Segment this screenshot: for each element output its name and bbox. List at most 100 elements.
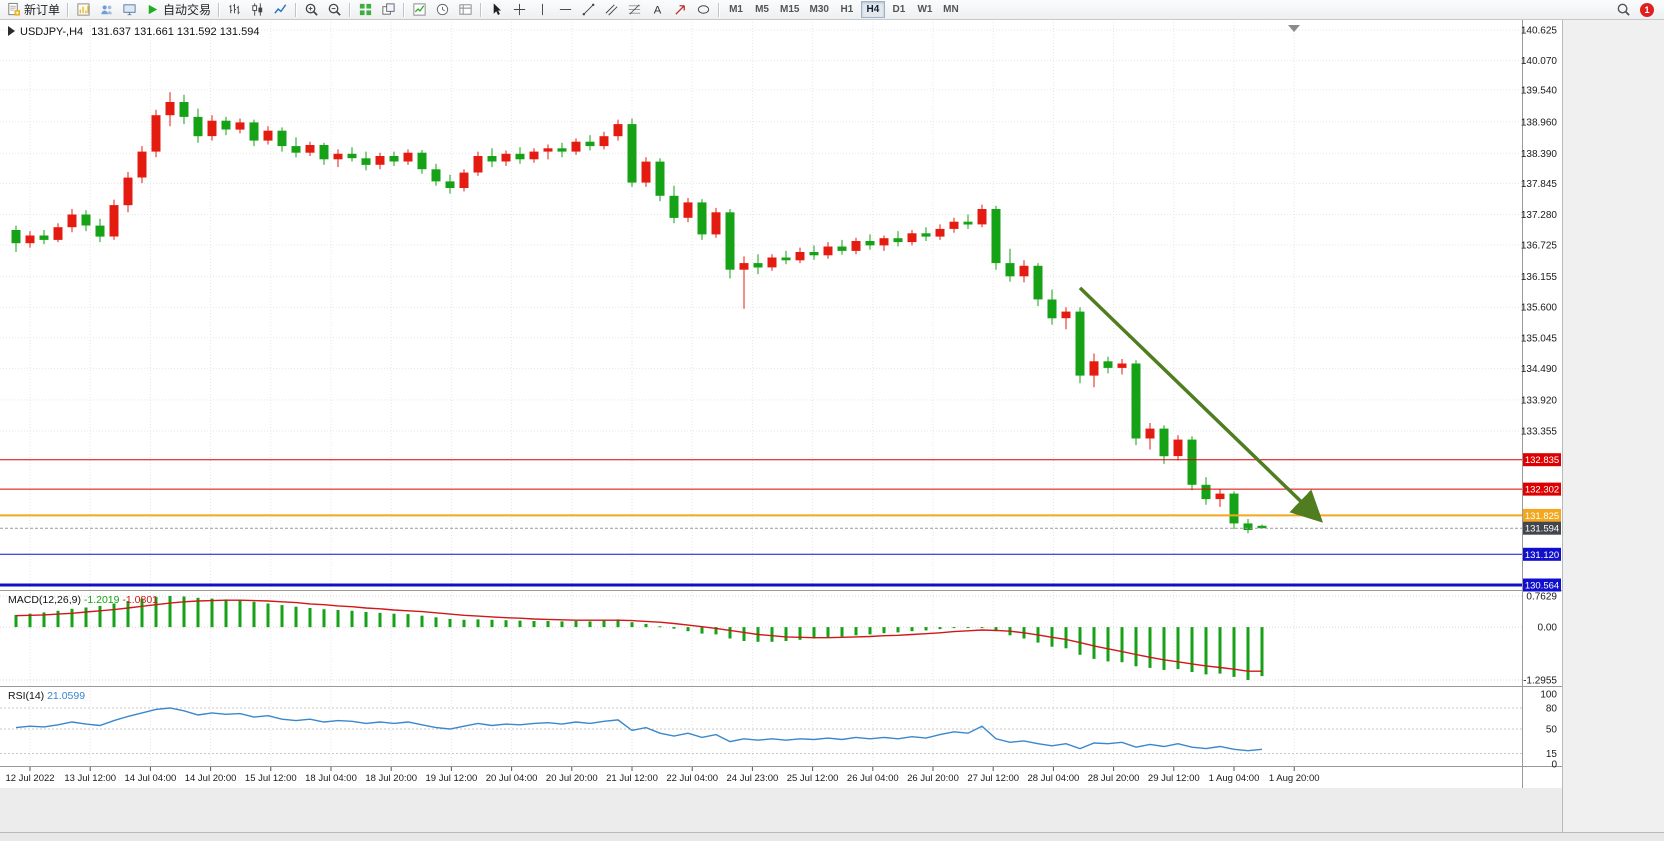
zoom-in-button[interactable] xyxy=(300,1,323,19)
candlestick xyxy=(795,252,805,261)
terminal-button[interactable] xyxy=(118,1,141,19)
candlestick xyxy=(319,145,329,160)
timeframe-m5[interactable]: M5 xyxy=(750,1,774,18)
line-chart-button[interactable] xyxy=(269,1,292,19)
toolbar-separator xyxy=(718,2,721,17)
timeframe-h1[interactable]: H1 xyxy=(835,1,859,18)
candlestick xyxy=(1257,525,1267,529)
timeframe-m1[interactable]: M1 xyxy=(724,1,748,18)
search-button[interactable] xyxy=(1612,1,1635,19)
time-axis-label: 27 Jul 12:00 xyxy=(967,773,1019,784)
time-axis-label: 1 Aug 20:00 xyxy=(1269,773,1320,784)
chart-shift-marker[interactable] xyxy=(1288,25,1300,32)
time-axis-label: 24 Jul 23:00 xyxy=(727,773,779,784)
candlestick xyxy=(753,263,763,268)
candlestick xyxy=(711,212,721,235)
candlestick xyxy=(1131,363,1141,439)
vertical-line-tool[interactable] xyxy=(531,1,554,19)
channel-tool[interactable] xyxy=(600,1,623,19)
shapes-tool[interactable] xyxy=(692,1,715,19)
candlestick xyxy=(277,130,287,147)
time-axis-label: 28 Jul 04:00 xyxy=(1028,773,1080,784)
candlestick xyxy=(669,195,679,218)
cursor-tool[interactable] xyxy=(485,1,508,19)
candlestick xyxy=(347,153,357,159)
candlestick xyxy=(1061,311,1071,319)
candlestick xyxy=(1089,361,1099,376)
timeframe-d1[interactable]: D1 xyxy=(887,1,911,18)
macd-label: MACD(12,26,9) -1.2019 -1.0801 xyxy=(8,594,158,606)
price-axis-label: 134.490 xyxy=(1521,364,1558,375)
templates-button[interactable] xyxy=(454,1,477,19)
candlestick xyxy=(1159,428,1169,457)
right-panel-filler xyxy=(1562,20,1664,832)
text-tool[interactable]: A xyxy=(646,1,669,19)
timeframe-w1[interactable]: W1 xyxy=(913,1,937,18)
candlestick xyxy=(361,158,371,165)
price-axis-label: 136.155 xyxy=(1521,272,1558,283)
horizontal-line-tool[interactable] xyxy=(554,1,577,19)
charts-button[interactable] xyxy=(72,1,95,19)
bar-chart-button[interactable] xyxy=(223,1,246,19)
timeframe-mn[interactable]: MN xyxy=(939,1,963,18)
candlestick xyxy=(179,102,189,117)
candlestick xyxy=(473,156,483,173)
periods-button[interactable] xyxy=(431,1,454,19)
candlestick xyxy=(109,205,119,237)
timeframe-m15[interactable]: M15 xyxy=(776,1,803,18)
autotrading-button[interactable]: 自动交易 xyxy=(141,1,215,19)
candlestick xyxy=(1173,439,1183,457)
indicators-button[interactable] xyxy=(408,1,431,19)
candlestick xyxy=(389,156,399,162)
candlestick xyxy=(879,238,889,246)
time-axis-label: 1 Aug 04:00 xyxy=(1209,773,1260,784)
fibonacci-tool[interactable] xyxy=(623,1,646,19)
zoom-out-button[interactable] xyxy=(323,1,346,19)
one-click-trading-toggle[interactable] xyxy=(8,26,15,36)
candlestick xyxy=(207,120,217,137)
candlestick xyxy=(1229,493,1239,524)
svg-text:131.120: 131.120 xyxy=(1525,550,1559,561)
price-axis-label: 135.045 xyxy=(1521,333,1558,344)
arrange-windows-button[interactable] xyxy=(377,1,400,19)
candlestick xyxy=(529,151,539,160)
chart-window: 140.625 140.070 139.540 138.960 138.390 137.8… xyxy=(0,20,1664,832)
arrows-tool[interactable] xyxy=(669,1,692,19)
timeframe-m30[interactable]: M30 xyxy=(805,1,832,18)
candle-chart-button[interactable] xyxy=(246,1,269,19)
arrows-icon xyxy=(673,2,688,17)
trendline-tool[interactable] xyxy=(577,1,600,19)
toolbar-separator xyxy=(218,2,221,17)
candlestick xyxy=(151,115,161,152)
time-axis-label: 29 Jul 12:00 xyxy=(1148,773,1200,784)
time-axis-label: 14 Jul 20:00 xyxy=(185,773,237,784)
candlestick xyxy=(571,141,581,152)
candlestick-series xyxy=(11,92,1267,534)
horizontal-line-icon xyxy=(558,2,573,17)
profiles-button[interactable] xyxy=(95,1,118,19)
trendline-icon xyxy=(581,2,596,17)
candlestick xyxy=(991,209,1001,264)
timeframe-h4[interactable]: H4 xyxy=(860,1,885,18)
indicators-icon xyxy=(412,2,427,17)
tile-windows-button[interactable] xyxy=(354,1,377,19)
chart-canvas[interactable]: 140.625 140.070 139.540 138.960 138.390 137.8… xyxy=(0,20,1562,832)
candlestick xyxy=(487,156,497,162)
price-axis-label: 133.355 xyxy=(1521,427,1558,438)
crosshair-tool[interactable] xyxy=(508,1,531,19)
price-axis-label: 140.070 xyxy=(1521,56,1558,67)
crosshair-icon xyxy=(512,2,527,17)
bid-price-tag: 131.594 xyxy=(1523,521,1561,535)
rsi-axis-label: 15 xyxy=(1546,749,1558,760)
trend-arrow[interactable] xyxy=(1078,286,1324,523)
candlestick xyxy=(543,148,553,152)
toolbar-separator xyxy=(403,2,406,17)
new-order-button[interactable]: 新订单 xyxy=(2,1,64,19)
candlestick xyxy=(137,151,147,178)
notification-badge[interactable]: 1 xyxy=(1640,2,1654,17)
price-tag: 132.302 xyxy=(1523,482,1561,496)
candlestick xyxy=(921,233,931,237)
candlestick xyxy=(739,263,749,270)
candlestick xyxy=(977,209,987,225)
